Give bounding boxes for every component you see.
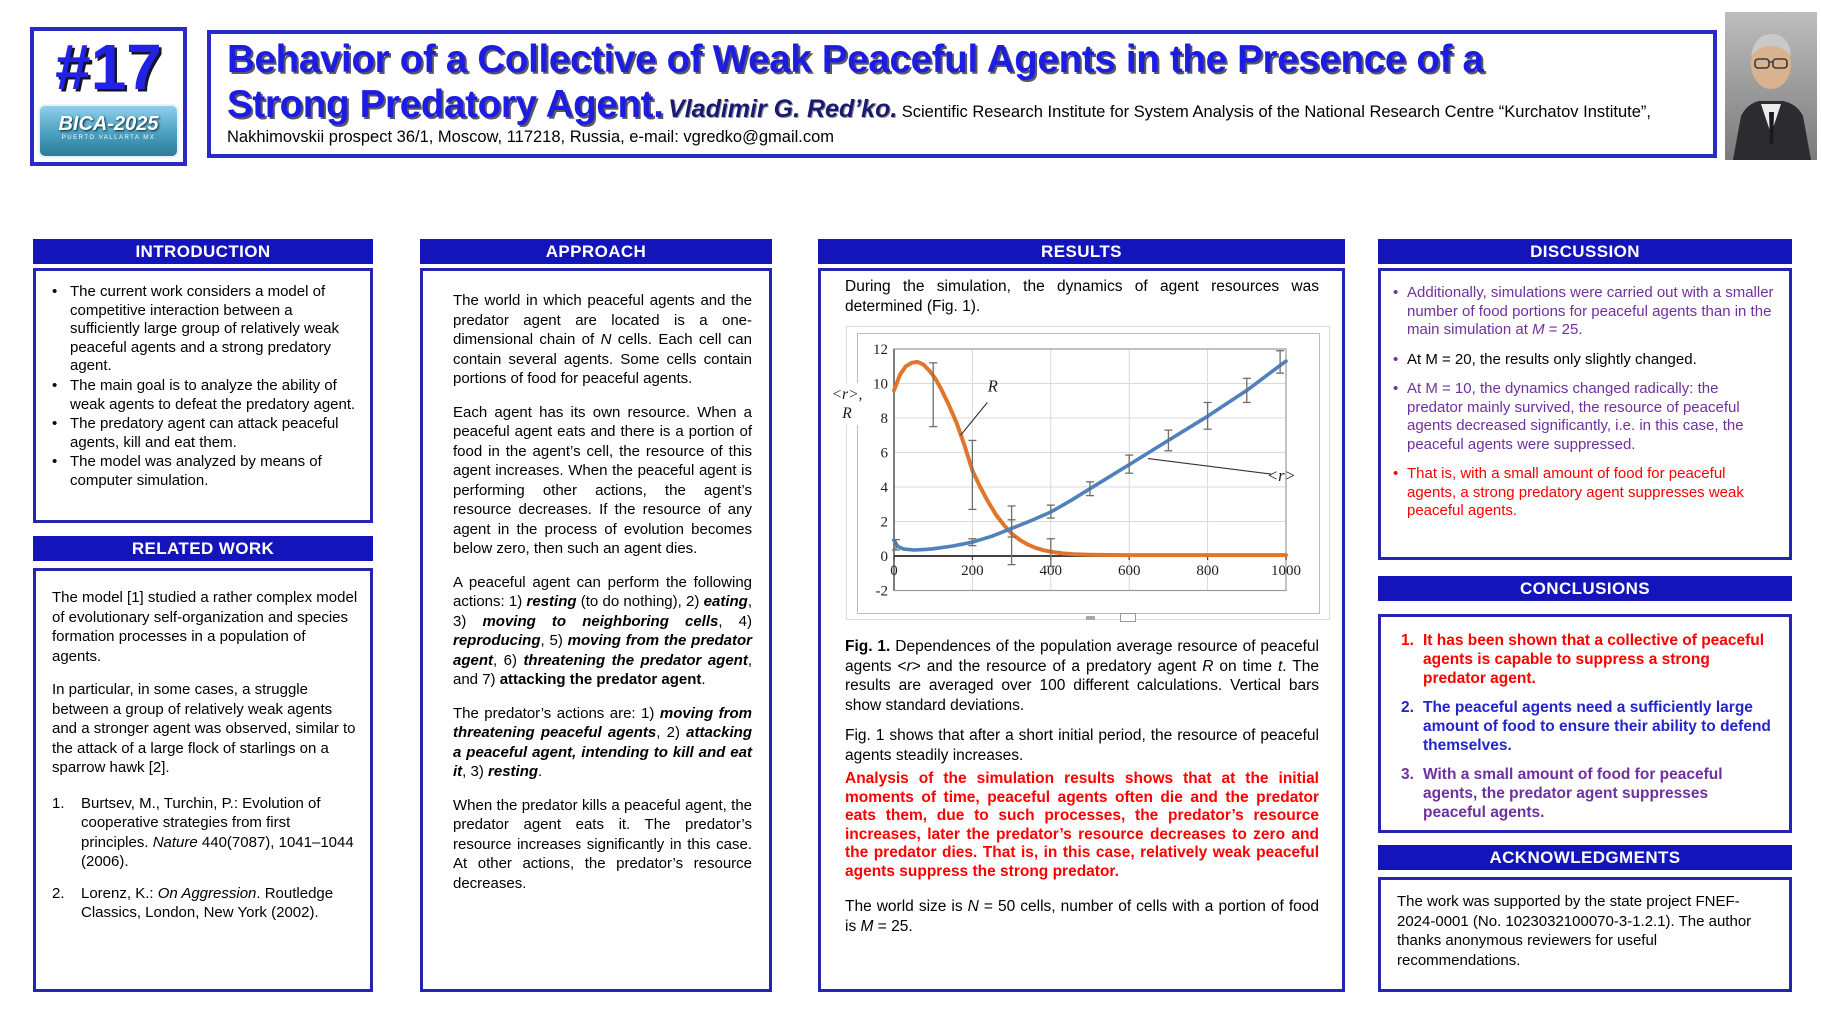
svg-text:-2: -2 (876, 584, 889, 600)
approach-paragraph: When the predator kills a peaceful agent… (453, 796, 752, 892)
svg-text:200: 200 (961, 563, 984, 579)
poster-number-box: #17 BICA-2025 PUERTO VALLARTA MX (30, 27, 187, 166)
conclusion-item: 1. It has been shown that a collective o… (1401, 632, 1765, 687)
svg-text:2: 2 (881, 515, 889, 531)
approach-paragraph: The predator’s actions are: 1) moving fr… (453, 704, 753, 781)
discussion-bullet: • At M = 10, the dynamics changed radica… (1393, 380, 1744, 453)
svg-text:1000: 1000 (1271, 563, 1301, 579)
author-name: Vladimir G. Red’ko. (668, 95, 898, 123)
conclusion-number: 3. (1401, 766, 1414, 783)
bullet-icon: • (1393, 465, 1399, 482)
svg-text:0: 0 (890, 563, 898, 579)
affiliation: Scientific Research Institute for System… (227, 103, 1652, 146)
discussion-bullet: • That is, with a small amount of food f… (1393, 465, 1744, 519)
bica-logo-subtext: PUERTO VALLARTA MX (61, 135, 156, 141)
related-work-paragraph: In particular, in some cases, a struggle… (52, 681, 356, 776)
svg-text:800: 800 (1196, 563, 1219, 579)
svg-text:6: 6 (881, 446, 889, 462)
section-header-conclusions: CONCLUSIONS (1378, 576, 1792, 601)
svg-text:12: 12 (873, 342, 888, 358)
bullet-icon: • (52, 283, 58, 300)
poster-title-line1: Behavior of a Collective of Weak Peacefu… (227, 38, 1484, 81)
bullet-icon: • (1393, 350, 1399, 368)
y-axis-title: <r>, R (826, 383, 868, 425)
acknowledgments-box: The work was supported by the state proj… (1378, 877, 1792, 992)
reference-number: 1. (52, 794, 65, 812)
chart-resize-handle (1120, 613, 1136, 622)
author-photo (1725, 12, 1817, 160)
discussion-bullet: • At M = 20, the results only slightly c… (1393, 350, 1697, 368)
figure1-chart: -2 0 2 4 6 8 10 12 0 200 400 600 800 1000 R <r> (857, 333, 1320, 614)
conclusion-item: 3. With a small amount of food for peace… (1401, 766, 1723, 821)
list-item: • The model was analyzed by means of com… (52, 453, 362, 490)
section-header-discussion: DISCUSSION (1378, 239, 1792, 264)
conclusion-number: 1. (1401, 632, 1414, 649)
svg-text:8: 8 (881, 411, 889, 427)
reference-text: Lorenz, K.: On Aggression. Routledge Cla… (81, 884, 334, 922)
related-work-paragraph: The model [1] studied a rather complex m… (52, 589, 358, 665)
results-paragraph: During the simulation, the dynamics of a… (845, 278, 1319, 315)
section-header-approach: APPROACH (420, 239, 772, 264)
poster-title-line2: Strong Predatory Agent. (227, 83, 664, 126)
approach-paragraph: A peaceful agent can perform the followi… (453, 573, 752, 689)
results-paragraph: The world size is N = 50 cells, number o… (845, 898, 1320, 935)
svg-text:R: R (987, 376, 998, 395)
bullet-icon: • (52, 453, 58, 471)
bullet-icon: • (1393, 380, 1399, 397)
reference-item: 2. Lorenz, K.: On Aggression. Routledge … (52, 884, 358, 923)
section-header-results: RESULTS (818, 239, 1345, 264)
conclusions-box: 1. It has been shown that a collective o… (1378, 614, 1792, 833)
acknowledgments-text: The work was supported by the state proj… (1397, 893, 1752, 969)
results-paragraph: Fig. 1 shows that after a short initial … (845, 727, 1319, 764)
conclusion-number: 2. (1401, 699, 1414, 716)
conclusion-item: 2. The peaceful agents need a sufficient… (1401, 699, 1771, 754)
introduction-bullet: The main goal is to analyze the ability … (70, 376, 356, 413)
svg-text:4: 4 (881, 480, 889, 496)
reference-item: 1. Burtsev, M., Turchin, P.: Evolution o… (52, 794, 358, 872)
approach-box: The world in which peaceful agents and t… (420, 268, 772, 992)
section-header-acknowledgments: ACKNOWLEDGMENTS (1378, 845, 1792, 870)
section-header-related-work: RELATED WORK (33, 536, 373, 561)
discussion-box: • Additionally, simulations were carried… (1378, 268, 1792, 560)
list-item: • The predatory agent can attack peacefu… (52, 415, 362, 452)
svg-text:400: 400 (1040, 563, 1063, 579)
bica-logo-text: BICA-2025 (58, 113, 159, 135)
related-work-box: The model [1] studied a rather complex m… (33, 568, 373, 992)
svg-text:10: 10 (873, 377, 888, 393)
svg-text:600: 600 (1118, 563, 1141, 579)
poster-number: #17 (55, 31, 162, 103)
results-highlight-paragraph: Analysis of the simulation results shows… (845, 770, 1319, 880)
introduction-bullet: The current work considers a model of co… (70, 283, 340, 375)
section-header-introduction: INTRODUCTION (33, 239, 373, 264)
introduction-bullet: The model was analyzed by means of compu… (70, 453, 322, 489)
bica-logo: BICA-2025 PUERTO VALLARTA MX (38, 104, 179, 158)
reference-number: 2. (52, 884, 65, 902)
chart-resize-handle (1086, 616, 1095, 620)
reference-text: Burtsev, M., Turchin, P.: Evolution of c… (81, 794, 354, 871)
introduction-bullet: The predatory agent can attack peaceful … (70, 415, 339, 451)
author-photo-image (1725, 12, 1817, 160)
introduction-box: • The current work considers a model of … (33, 268, 373, 523)
bullet-icon: • (52, 415, 58, 433)
svg-text:<r>: <r> (1267, 466, 1296, 485)
list-item: • The main goal is to analyze the abilit… (52, 377, 362, 414)
svg-text:0: 0 (881, 549, 889, 565)
approach-paragraph: Each agent has its own resource. When a … (453, 403, 752, 558)
figure1-caption: Fig. 1. Dependences of the population av… (845, 638, 1319, 714)
bullet-icon: • (1393, 284, 1399, 301)
approach-paragraph: The world in which peaceful agents and t… (453, 292, 752, 387)
title-box: Behavior of a Collective of Weak Peacefu… (207, 30, 1717, 158)
list-item: • The current work considers a model of … (52, 283, 362, 376)
bullet-icon: • (52, 376, 58, 394)
discussion-bullet: • Additionally, simulations were carried… (1393, 284, 1774, 338)
